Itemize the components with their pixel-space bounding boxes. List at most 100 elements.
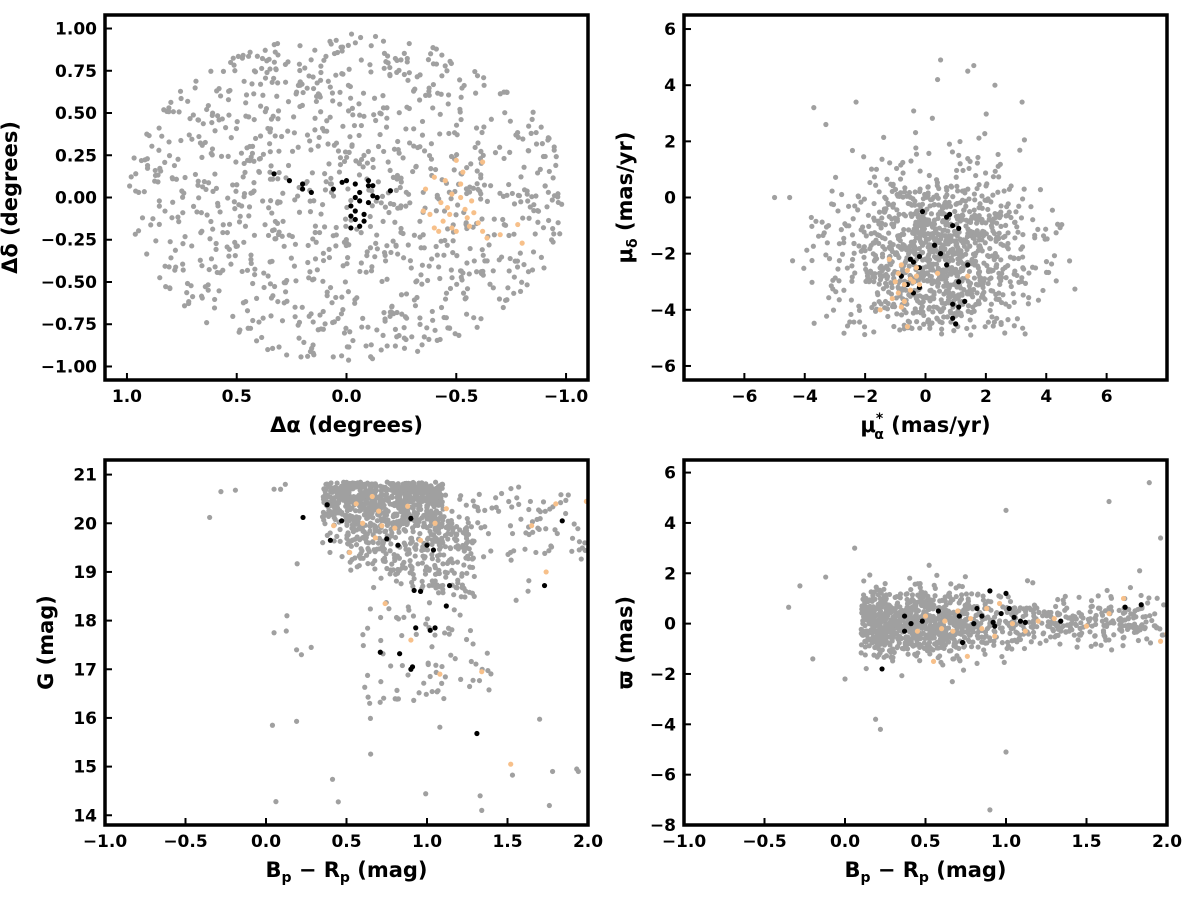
data-point xyxy=(378,347,384,353)
data-point xyxy=(189,136,195,142)
data-point xyxy=(334,480,340,486)
x-axis-label: Bp − Rp (mag) xyxy=(265,858,427,886)
data-point xyxy=(897,327,903,333)
data-point xyxy=(982,296,988,302)
data-point xyxy=(974,160,980,166)
data-point xyxy=(934,76,941,83)
data-point xyxy=(955,308,961,314)
data-point xyxy=(953,321,959,327)
data-point xyxy=(260,92,266,98)
data-point xyxy=(350,337,356,344)
data-point xyxy=(347,83,353,90)
data-point xyxy=(446,130,452,137)
data-point xyxy=(927,248,934,255)
data-point xyxy=(375,179,381,185)
data-point xyxy=(949,149,956,155)
data-point xyxy=(863,665,869,672)
data-point xyxy=(444,68,450,74)
data-point xyxy=(569,548,575,554)
data-point xyxy=(170,109,176,115)
data-point xyxy=(940,246,946,253)
data-point xyxy=(888,649,894,655)
data-point xyxy=(450,238,456,244)
data-point xyxy=(867,572,873,578)
data-point xyxy=(233,125,240,132)
data-point xyxy=(872,252,879,259)
data-point xyxy=(265,273,271,279)
data-point xyxy=(528,130,534,136)
data-point xyxy=(344,154,350,160)
data-point xyxy=(985,598,991,604)
data-point xyxy=(462,206,468,212)
data-point xyxy=(529,267,536,273)
data-point xyxy=(919,225,925,231)
data-point xyxy=(373,117,379,124)
data-point xyxy=(998,223,1004,229)
data-point xyxy=(200,121,206,127)
data-point xyxy=(308,189,314,196)
data-point xyxy=(390,480,396,487)
data-point xyxy=(410,571,416,578)
data-point xyxy=(996,600,1003,607)
data-point xyxy=(949,679,955,685)
data-point xyxy=(399,662,405,669)
data-point xyxy=(538,124,544,130)
data-point xyxy=(893,165,900,172)
data-point xyxy=(811,105,817,111)
data-point xyxy=(809,279,815,285)
data-point xyxy=(295,322,301,328)
data-point xyxy=(419,118,426,125)
data-point xyxy=(389,493,395,499)
data-point xyxy=(972,197,978,203)
data-point xyxy=(962,608,968,615)
data-point xyxy=(500,216,506,223)
data-point xyxy=(150,216,156,222)
data-point xyxy=(422,554,428,560)
data-point xyxy=(381,50,388,56)
data-point xyxy=(246,114,252,120)
data-point xyxy=(875,627,881,633)
data-point xyxy=(966,268,973,275)
data-point xyxy=(914,319,920,325)
data-point xyxy=(293,718,300,724)
data-point xyxy=(225,97,232,103)
data-point xyxy=(1051,253,1058,259)
data-point xyxy=(915,212,921,218)
data-point xyxy=(1048,609,1054,616)
data-point xyxy=(927,325,933,331)
data-point xyxy=(427,211,433,217)
data-point xyxy=(902,189,908,195)
data-point xyxy=(480,159,486,165)
x-axis-label: Δα (degrees) xyxy=(270,413,423,437)
data-point xyxy=(362,684,368,690)
data-point xyxy=(1075,637,1081,643)
data-point xyxy=(895,193,901,199)
data-point xyxy=(882,581,888,587)
data-point xyxy=(361,211,367,217)
data-point xyxy=(479,216,485,222)
data-point xyxy=(432,166,439,173)
data-point xyxy=(1007,279,1013,285)
data-point xyxy=(517,288,524,294)
data-point xyxy=(518,516,524,522)
data-point xyxy=(424,616,430,622)
data-point xyxy=(915,230,921,236)
y-tick-label: −6 xyxy=(650,766,676,786)
data-point xyxy=(497,190,503,196)
data-point xyxy=(220,68,227,74)
data-point xyxy=(190,112,196,118)
data-point xyxy=(470,555,476,561)
data-point xyxy=(876,189,882,195)
data-point xyxy=(830,201,837,208)
data-point xyxy=(268,163,274,169)
data-point xyxy=(505,285,511,291)
data-point xyxy=(449,524,455,530)
data-point xyxy=(999,640,1005,646)
data-point xyxy=(475,140,481,146)
data-point xyxy=(382,486,388,493)
data-point xyxy=(979,217,985,223)
data-point xyxy=(443,290,450,296)
data-point xyxy=(281,300,287,306)
data-point xyxy=(1066,258,1073,264)
data-point xyxy=(1122,609,1128,615)
